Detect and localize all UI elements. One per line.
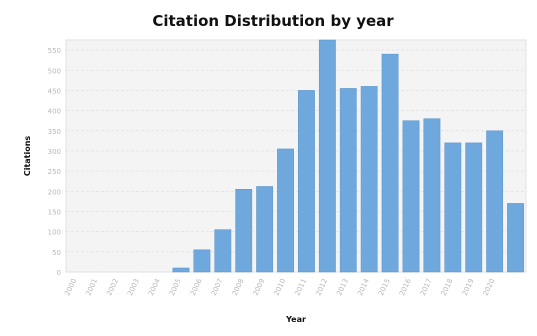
- bar: [339, 88, 357, 273]
- y-tick-label: 250: [48, 168, 61, 176]
- y-tick-label: 100: [48, 229, 61, 237]
- y-tick-label: 300: [48, 148, 61, 156]
- y-tick-label: 400: [48, 108, 61, 116]
- bars: [172, 39, 524, 273]
- bar: [402, 120, 420, 273]
- bar: [193, 249, 211, 273]
- y-tick-labels: 0 50 100 150 200 250 300 350 400 450 500 550: [48, 47, 61, 277]
- bar: [318, 39, 336, 273]
- y-tick-label: 500: [48, 67, 61, 75]
- y-tick-label: 200: [48, 188, 61, 196]
- y-tick-label: 150: [48, 208, 61, 216]
- y-axis-label: Citations: [23, 136, 32, 177]
- bar: [256, 186, 274, 273]
- bar: [277, 148, 294, 273]
- y-tick-label: 450: [48, 87, 61, 95]
- bar: [381, 53, 399, 273]
- y-tick-label: 50: [52, 249, 61, 257]
- y-tick-label: 550: [48, 47, 61, 55]
- bar: [465, 142, 483, 273]
- bar: [235, 189, 253, 273]
- chart-title: Citation Distribution by year: [152, 12, 394, 30]
- bar: [423, 118, 441, 273]
- bar: [486, 130, 504, 273]
- bar: [507, 203, 524, 273]
- grid-lines: [66, 49, 526, 273]
- bar: [360, 86, 378, 273]
- y-tick-label: 350: [48, 128, 61, 136]
- bar: [444, 142, 462, 273]
- y-tick-label: 0: [57, 269, 61, 277]
- bar: [214, 229, 232, 273]
- x-axis-label: Year: [285, 315, 306, 324]
- bar: [298, 90, 315, 273]
- bar: [172, 267, 190, 273]
